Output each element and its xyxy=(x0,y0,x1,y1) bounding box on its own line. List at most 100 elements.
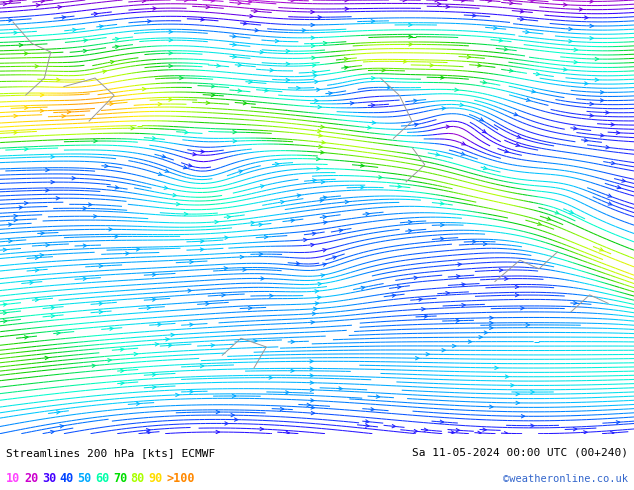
FancyArrowPatch shape xyxy=(510,384,514,387)
FancyArrowPatch shape xyxy=(200,248,204,251)
FancyArrowPatch shape xyxy=(413,99,417,102)
FancyArrowPatch shape xyxy=(313,179,316,182)
FancyArrowPatch shape xyxy=(239,170,242,173)
FancyArrowPatch shape xyxy=(318,105,321,109)
FancyArrowPatch shape xyxy=(564,3,567,6)
FancyArrowPatch shape xyxy=(134,352,138,356)
FancyArrowPatch shape xyxy=(345,0,348,2)
FancyArrowPatch shape xyxy=(489,405,493,409)
FancyArrowPatch shape xyxy=(291,0,294,2)
FancyArrowPatch shape xyxy=(314,307,317,311)
FancyArrowPatch shape xyxy=(339,387,342,390)
FancyArrowPatch shape xyxy=(120,382,124,385)
FancyArrowPatch shape xyxy=(233,35,236,38)
FancyArrowPatch shape xyxy=(314,80,318,83)
FancyArrowPatch shape xyxy=(94,139,97,143)
FancyArrowPatch shape xyxy=(318,282,321,286)
FancyArrowPatch shape xyxy=(437,2,441,5)
FancyArrowPatch shape xyxy=(569,40,572,43)
FancyArrowPatch shape xyxy=(440,202,444,205)
FancyArrowPatch shape xyxy=(25,147,28,151)
FancyArrowPatch shape xyxy=(62,115,65,118)
FancyArrowPatch shape xyxy=(211,85,215,88)
FancyArrowPatch shape xyxy=(372,76,375,80)
FancyArrowPatch shape xyxy=(414,429,417,433)
FancyArrowPatch shape xyxy=(477,64,481,67)
Text: 60: 60 xyxy=(95,472,109,485)
FancyArrowPatch shape xyxy=(415,357,419,360)
FancyArrowPatch shape xyxy=(590,0,593,3)
FancyArrowPatch shape xyxy=(441,237,444,241)
FancyArrowPatch shape xyxy=(313,74,317,77)
FancyArrowPatch shape xyxy=(58,5,61,9)
FancyArrowPatch shape xyxy=(590,114,593,117)
FancyArrowPatch shape xyxy=(169,38,172,42)
FancyArrowPatch shape xyxy=(297,194,301,197)
FancyArrowPatch shape xyxy=(147,431,150,435)
FancyArrowPatch shape xyxy=(94,12,98,16)
FancyArrowPatch shape xyxy=(509,69,513,72)
FancyArrowPatch shape xyxy=(531,90,535,93)
FancyArrowPatch shape xyxy=(392,294,396,297)
FancyArrowPatch shape xyxy=(3,2,7,5)
FancyArrowPatch shape xyxy=(499,39,503,42)
FancyArrowPatch shape xyxy=(108,359,111,362)
FancyArrowPatch shape xyxy=(392,424,396,428)
FancyArrowPatch shape xyxy=(590,24,593,27)
FancyArrowPatch shape xyxy=(616,421,619,424)
FancyArrowPatch shape xyxy=(398,185,401,188)
FancyArrowPatch shape xyxy=(126,252,129,255)
FancyArrowPatch shape xyxy=(424,428,427,432)
FancyArrowPatch shape xyxy=(254,340,257,343)
FancyArrowPatch shape xyxy=(371,103,375,107)
FancyArrowPatch shape xyxy=(310,374,313,377)
FancyArrowPatch shape xyxy=(531,424,534,427)
FancyArrowPatch shape xyxy=(193,152,197,156)
FancyArrowPatch shape xyxy=(531,391,534,394)
FancyArrowPatch shape xyxy=(25,52,28,55)
FancyArrowPatch shape xyxy=(260,50,264,54)
FancyArrowPatch shape xyxy=(270,69,273,72)
FancyArrowPatch shape xyxy=(617,186,621,189)
FancyArrowPatch shape xyxy=(321,141,325,144)
FancyArrowPatch shape xyxy=(261,277,264,280)
FancyArrowPatch shape xyxy=(224,236,228,240)
FancyArrowPatch shape xyxy=(415,123,418,126)
FancyArrowPatch shape xyxy=(260,427,264,431)
FancyArrowPatch shape xyxy=(365,420,369,423)
FancyArrowPatch shape xyxy=(41,232,44,235)
FancyArrowPatch shape xyxy=(255,28,259,32)
FancyArrowPatch shape xyxy=(19,206,23,209)
FancyArrowPatch shape xyxy=(25,201,28,205)
FancyArrowPatch shape xyxy=(319,145,322,148)
FancyArrowPatch shape xyxy=(611,161,615,165)
FancyArrowPatch shape xyxy=(489,316,493,319)
FancyArrowPatch shape xyxy=(365,424,369,427)
FancyArrowPatch shape xyxy=(99,310,103,314)
FancyArrowPatch shape xyxy=(41,109,44,113)
FancyArrowPatch shape xyxy=(611,431,614,435)
FancyArrowPatch shape xyxy=(605,111,609,114)
FancyArrowPatch shape xyxy=(14,131,17,134)
FancyArrowPatch shape xyxy=(188,289,191,293)
FancyArrowPatch shape xyxy=(312,232,316,235)
FancyArrowPatch shape xyxy=(206,5,209,9)
FancyArrowPatch shape xyxy=(51,306,55,309)
FancyArrowPatch shape xyxy=(312,56,315,59)
FancyArrowPatch shape xyxy=(574,60,578,64)
FancyArrowPatch shape xyxy=(109,228,112,231)
FancyArrowPatch shape xyxy=(115,45,119,49)
FancyArrowPatch shape xyxy=(505,277,508,280)
FancyArrowPatch shape xyxy=(371,408,374,411)
FancyArrowPatch shape xyxy=(408,220,412,224)
FancyArrowPatch shape xyxy=(313,71,316,74)
FancyArrowPatch shape xyxy=(456,275,460,278)
FancyArrowPatch shape xyxy=(148,20,151,23)
FancyArrowPatch shape xyxy=(291,340,294,343)
FancyArrowPatch shape xyxy=(158,102,162,106)
FancyArrowPatch shape xyxy=(472,14,476,17)
FancyArrowPatch shape xyxy=(115,235,118,238)
FancyArrowPatch shape xyxy=(51,430,54,434)
Text: 40: 40 xyxy=(60,472,74,485)
FancyArrowPatch shape xyxy=(600,248,603,251)
